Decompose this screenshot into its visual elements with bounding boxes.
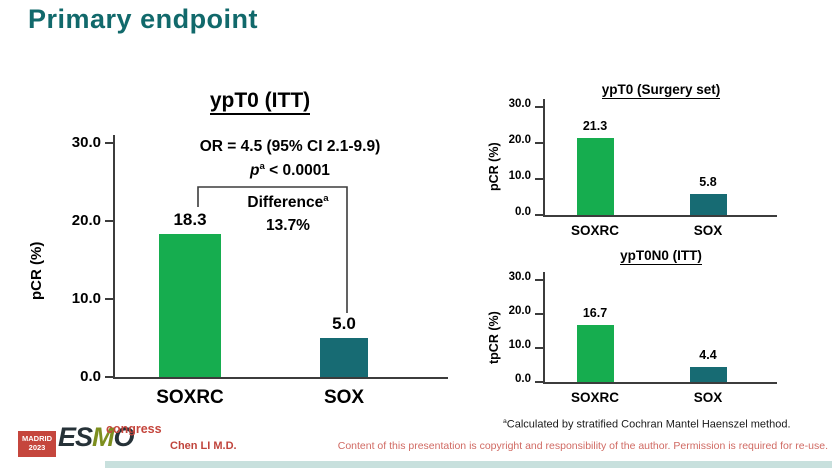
bar-value-label: 4.4 bbox=[699, 348, 717, 363]
y-axis-label: pCR (%) bbox=[487, 142, 501, 192]
y-axis-line bbox=[113, 135, 115, 377]
difference-value: 13.7% bbox=[266, 217, 310, 235]
x-axis-line bbox=[113, 377, 448, 379]
bar-sox bbox=[689, 194, 727, 215]
y-tick-mark bbox=[535, 178, 543, 180]
y-tick-mark bbox=[535, 279, 543, 281]
bar-sox bbox=[320, 338, 368, 377]
logo-madrid-box: MADRID 2023 bbox=[18, 431, 56, 457]
chart-title-text: ypT0 (Surgery set) bbox=[601, 82, 721, 99]
y-tick-mark bbox=[105, 298, 113, 300]
y-tick-label: 0.0 bbox=[515, 206, 531, 218]
chart-title-text: ypT0 (ITT) bbox=[209, 89, 311, 115]
y-tick-mark bbox=[105, 142, 113, 144]
y-tick-mark bbox=[535, 313, 543, 315]
bar-soxrc bbox=[576, 325, 614, 382]
y-tick-mark bbox=[535, 214, 543, 216]
y-tick-label: 0.0 bbox=[80, 368, 101, 385]
logo-location: MADRID bbox=[22, 434, 52, 443]
bar-value-label: 5.8 bbox=[699, 175, 717, 190]
chart-title: ypT0N0 (ITT) bbox=[545, 248, 777, 265]
y-tick-label: 30.0 bbox=[508, 271, 531, 283]
logo-congress-text: congress bbox=[106, 422, 162, 436]
y-tick-mark bbox=[535, 381, 543, 383]
bar-value-label: 16.7 bbox=[582, 306, 608, 321]
chart-title: ypT0 (ITT) bbox=[115, 89, 405, 115]
logo-year: 2023 bbox=[28, 443, 46, 453]
chart-ypt0-surgery-set: ypT0 (Surgery set) pCR (%) 30.0 20.0 10.0 0… bbox=[485, 80, 815, 248]
y-axis-line bbox=[543, 272, 545, 382]
y-tick-label: 30.0 bbox=[71, 134, 101, 151]
y-tick-label: 10.0 bbox=[508, 170, 531, 182]
x-axis-line bbox=[543, 382, 777, 384]
bar-value-label: 18.3 bbox=[173, 210, 207, 230]
bar-value-label: 5.0 bbox=[332, 314, 356, 333]
chart-ypt0-itt: ypT0 (ITT) pCR (%) OR = 4.5 (95% CI 2.1-… bbox=[20, 85, 460, 430]
x-category-label: SOXRC bbox=[570, 390, 619, 405]
x-category-label: SOX bbox=[693, 223, 723, 238]
chart-title-text: ypT0N0 (ITT) bbox=[620, 248, 702, 265]
author-credit: Chen LI M.D. bbox=[170, 440, 237, 452]
x-axis-line bbox=[543, 215, 777, 217]
y-tick-label: 0.0 bbox=[515, 373, 531, 385]
y-tick-label: 10.0 bbox=[508, 339, 531, 351]
y-tick-label: 20.0 bbox=[508, 305, 531, 317]
footnote-text: Calculated by stratified Cochran Mantel … bbox=[506, 418, 791, 431]
p-superscript: a bbox=[259, 161, 265, 172]
y-tick-mark bbox=[535, 106, 543, 108]
y-tick-label: 10.0 bbox=[71, 290, 101, 307]
y-tick-mark bbox=[105, 220, 113, 222]
x-category-label: SOXRC bbox=[156, 387, 224, 408]
page-title: Primary endpoint bbox=[28, 4, 259, 34]
bar-soxrc bbox=[159, 234, 221, 377]
y-tick-label: 20.0 bbox=[508, 134, 531, 146]
footnote-superscript: a bbox=[503, 418, 507, 425]
p-value-text: < 0.0001 bbox=[264, 162, 330, 180]
difference-annotation: Differencea 13.7% bbox=[188, 191, 388, 238]
y-tick-mark bbox=[535, 347, 543, 349]
bar-sox bbox=[689, 367, 727, 382]
method-footnote: aCalculated by stratified Cochran Mantel… bbox=[503, 418, 791, 431]
difference-label: Differencea bbox=[247, 192, 329, 211]
y-tick-label: 20.0 bbox=[71, 212, 101, 229]
chart-ypt0n0-itt: ypT0N0 (ITT) tpCR (%) 30.0 20.0 10.0 0.0 16.… bbox=[485, 248, 815, 416]
y-tick-mark bbox=[105, 376, 113, 378]
p-value-annotation: pa < 0.0001 bbox=[130, 161, 450, 180]
p-symbol: p bbox=[250, 162, 260, 180]
x-category-label: SOX bbox=[693, 390, 723, 405]
esmo-congress-logo: MADRID 2023 ESMO congress bbox=[18, 422, 178, 464]
x-category-label: SOX bbox=[323, 387, 365, 408]
y-tick-mark bbox=[535, 142, 543, 144]
copyright-notice: Content of this presentation is copyrigh… bbox=[337, 440, 828, 452]
bar-soxrc bbox=[576, 138, 614, 215]
odds-ratio-annotation: OR = 4.5 (95% CI 2.1-9.9) bbox=[199, 138, 381, 155]
logo-esmo-wordmark: ESMO bbox=[58, 422, 135, 452]
x-category-label: SOXRC bbox=[570, 223, 619, 238]
bottom-accent-strip bbox=[105, 461, 832, 468]
y-axis-line bbox=[543, 99, 545, 215]
bar-value-label: 21.3 bbox=[582, 119, 608, 134]
y-tick-label: 30.0 bbox=[508, 98, 531, 110]
difference-bracket bbox=[197, 186, 348, 313]
difference-superscript: a bbox=[323, 192, 329, 204]
chart-title: ypT0 (Surgery set) bbox=[545, 82, 777, 99]
